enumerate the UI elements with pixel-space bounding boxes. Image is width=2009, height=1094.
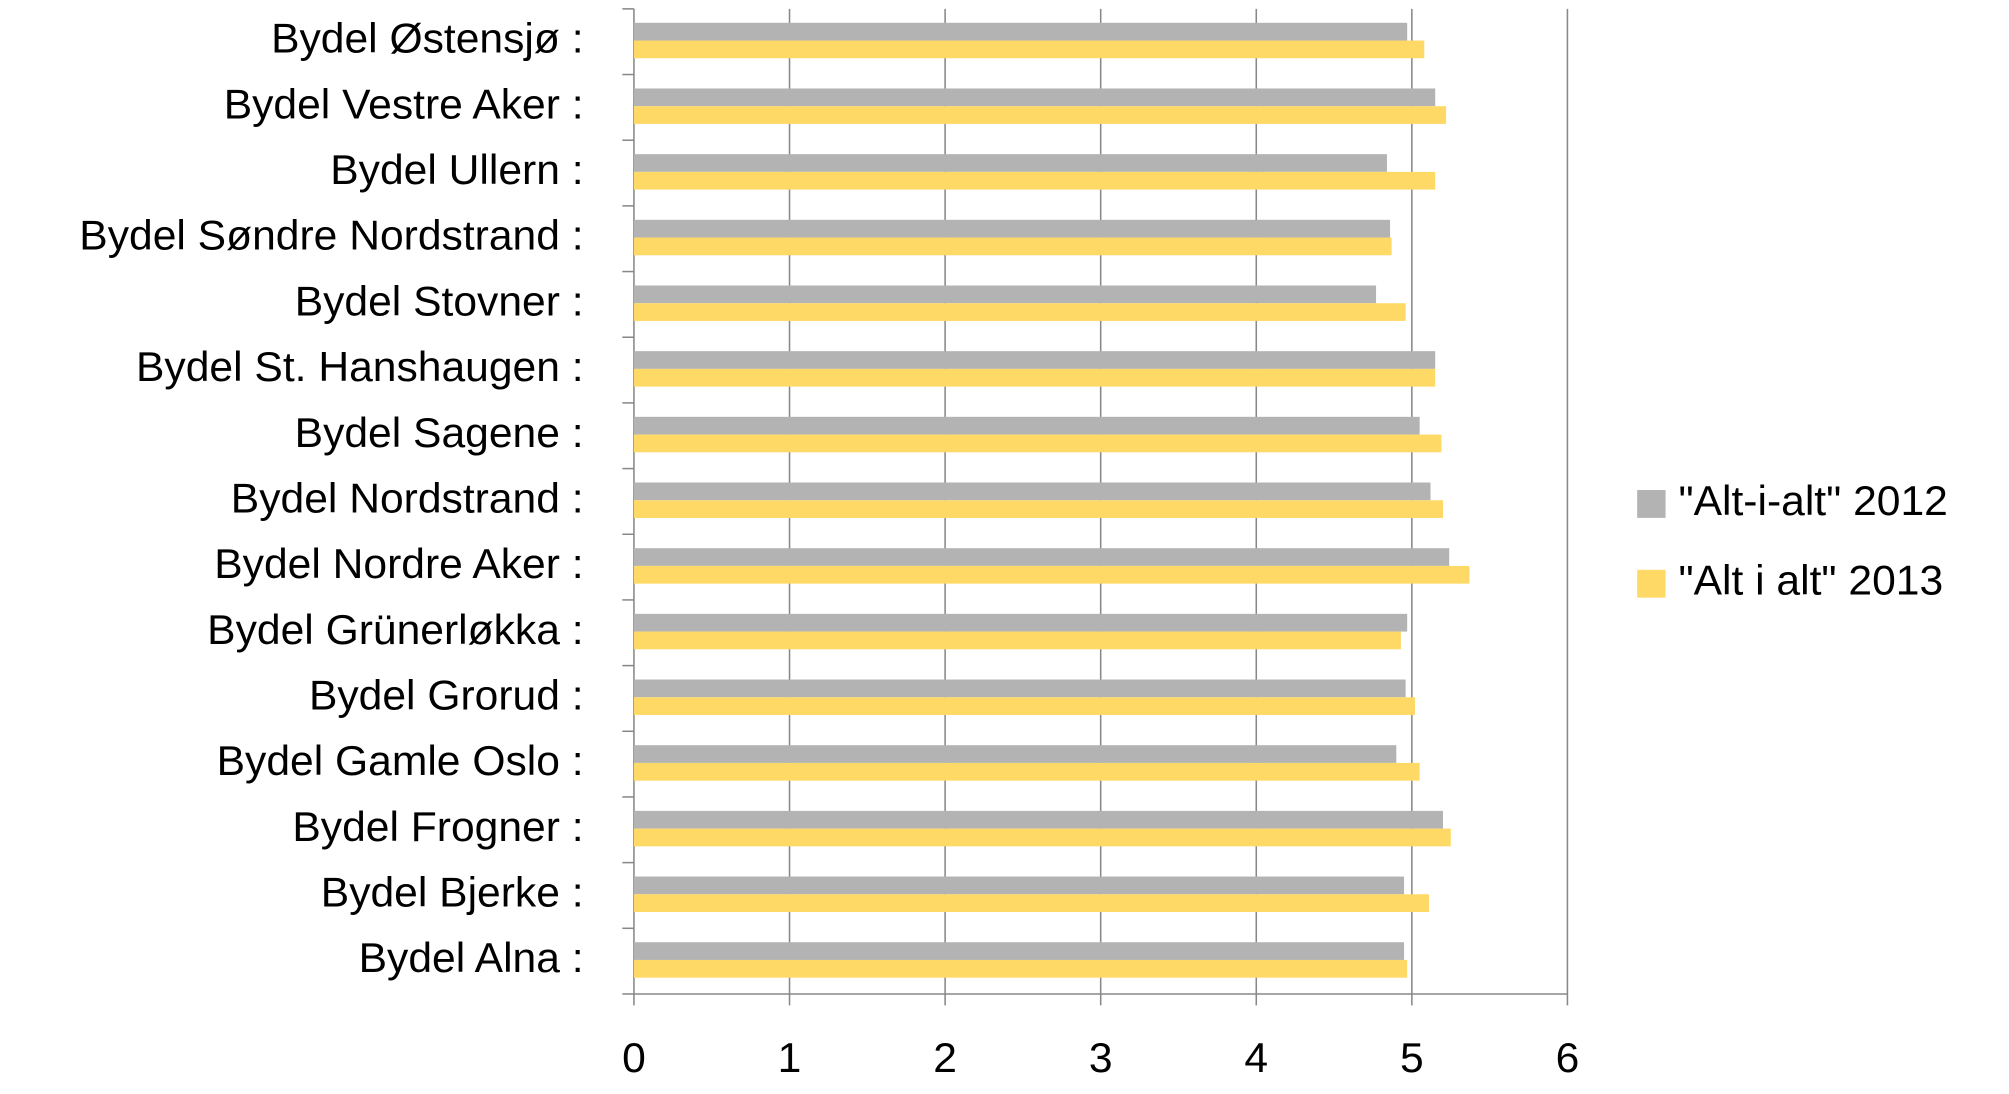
bar [633, 697, 1415, 715]
y-tick-label: Bydel Østensjø : [271, 15, 584, 62]
x-tick-label: 1 [778, 1034, 802, 1081]
bar [633, 876, 1405, 895]
bar [633, 548, 1450, 566]
y-tick-label: Bydel Ullern : [330, 146, 583, 193]
bar [633, 810, 1443, 829]
legend-swatch [1637, 569, 1666, 598]
y-tick-label: Bydel Nordre Aker : [214, 540, 583, 587]
bar [633, 154, 1387, 172]
bar [633, 285, 1377, 304]
bar [633, 219, 1391, 238]
bar [633, 416, 1420, 435]
bar [633, 368, 1436, 387]
x-tick-label: 4 [1244, 1034, 1268, 1081]
bar [633, 500, 1443, 518]
bar [633, 959, 1408, 978]
bar [633, 88, 1436, 107]
y-tick-label: Bydel Gamle Oslo : [217, 738, 584, 785]
bar [633, 565, 1470, 584]
bar [633, 434, 1442, 453]
bar [633, 762, 1420, 781]
y-tick-label: Bydel Alna : [359, 935, 584, 982]
bar [633, 631, 1401, 650]
legend-label: "Alt-i-alt" 2012 [1678, 477, 1947, 524]
y-tick-label: Bydel Stovner : [295, 278, 584, 325]
y-tick-label: Bydel St. Hanshaugen : [136, 343, 584, 390]
bar [633, 106, 1447, 124]
bar [633, 303, 1406, 321]
y-tick-label: Bydel Nordstrand : [231, 475, 584, 522]
y-tick-label: Bydel Søndre Nordstrand : [79, 212, 583, 259]
legend-swatch [1637, 490, 1666, 518]
y-tick-label: Bydel Grorud : [309, 672, 584, 719]
x-tick-label: 0 [622, 1034, 646, 1081]
bar [633, 40, 1425, 59]
legend-label: "Alt i alt" 2013 [1678, 557, 1943, 604]
x-tick-label: 3 [1089, 1034, 1113, 1081]
bar [633, 679, 1406, 698]
y-tick-label: Bydel Frogner : [292, 803, 583, 850]
bar [633, 828, 1451, 847]
x-tick-label: 5 [1400, 1034, 1424, 1081]
x-tick-label: 6 [1556, 1034, 1580, 1081]
y-tick-label: Bydel Bjerke : [321, 869, 584, 916]
bar [633, 482, 1431, 501]
y-tick-label: Bydel Sagene : [295, 409, 584, 456]
bar [633, 894, 1429, 913]
bar [633, 22, 1408, 41]
bar [633, 351, 1436, 369]
bar [633, 171, 1436, 190]
x-tick-label: 2 [933, 1034, 957, 1081]
y-tick-label: Bydel Grünerløkka : [207, 606, 583, 653]
bar [633, 613, 1408, 632]
y-tick-label: Bydel Vestre Aker : [224, 81, 584, 128]
bar [633, 942, 1405, 960]
bar [633, 745, 1397, 763]
bar [633, 237, 1392, 256]
